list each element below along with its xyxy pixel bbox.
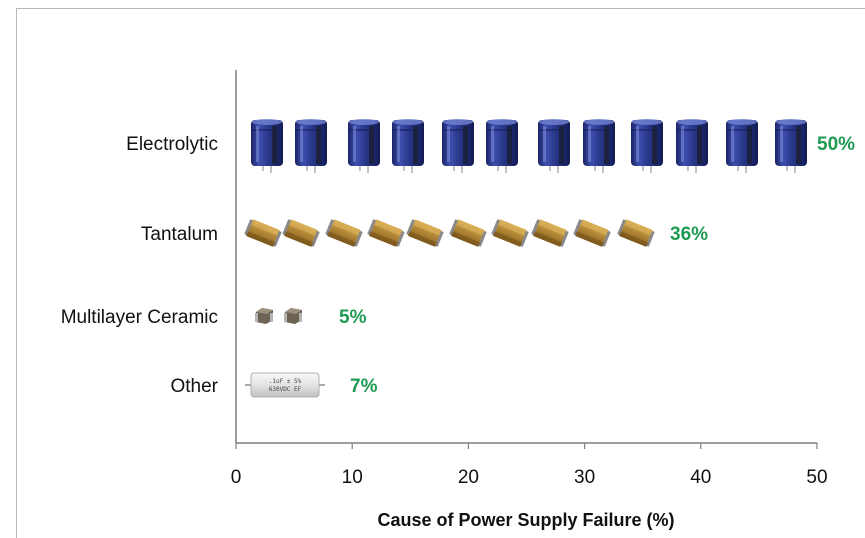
electrolytic-capacitor-icon	[486, 119, 518, 173]
axes-group	[235, 70, 818, 449]
frame-border-top	[16, 8, 865, 9]
x-tick-label: 0	[231, 467, 242, 488]
x-tick-label: 10	[342, 467, 363, 488]
tantalum-capacitor-icon	[531, 219, 569, 247]
value-label: 5%	[339, 307, 367, 328]
electrolytic-capacitor-icon	[538, 119, 570, 173]
tantalum-capacitor-icon	[491, 219, 529, 247]
electrolytic-capacitor-icon	[726, 119, 758, 173]
tantalum-capacitor-icon	[325, 219, 363, 247]
electrolytic-capacitor-icon	[348, 119, 380, 173]
ceramic-capacitor-icon	[284, 308, 302, 324]
x-tick-label: 20	[458, 467, 479, 488]
tantalum-capacitor-icon	[617, 219, 655, 247]
x-tick-label: 40	[690, 467, 711, 488]
ceramic-capacitor-icon	[255, 308, 273, 324]
electrolytic-capacitor-icon	[392, 119, 424, 173]
tantalum-capacitor-icon	[406, 219, 444, 247]
category-label: Electrolytic	[126, 134, 218, 155]
x-axis-title: Cause of Power Supply Failure (%)	[377, 510, 674, 530]
tantalum-capacitor-icon	[282, 219, 320, 247]
chart-labels: 0 10 20 30 40 50 Cause of Power Supply Failure…	[61, 134, 855, 530]
film-capacitor-print: .1uF ± 5%	[269, 378, 302, 385]
tantalum-capacitor-icon	[367, 219, 405, 247]
tantalum-capacitor-icon	[244, 219, 282, 247]
frame-border-left	[16, 8, 17, 538]
film-capacitor-print: 630VDC EF	[269, 386, 302, 393]
x-tick-label: 30	[574, 467, 595, 488]
electrolytic-capacitor-icon	[583, 119, 615, 173]
category-label: Other	[170, 376, 218, 397]
electrolytic-capacitor-icon	[631, 119, 663, 173]
value-label: 36%	[670, 224, 708, 245]
value-label: 7%	[350, 376, 378, 397]
electrolytic-capacitor-icon	[676, 119, 708, 173]
film-capacitor-icon: .1uF ± 5%630VDC EF	[245, 372, 325, 398]
category-label: Multilayer Ceramic	[61, 307, 218, 328]
value-label: 50%	[817, 134, 855, 155]
pictograph-icons: .1uF ± 5%630VDC EF	[244, 119, 807, 398]
electrolytic-capacitor-icon	[251, 119, 283, 173]
category-label: Tantalum	[141, 224, 218, 245]
x-tick-label: 50	[806, 467, 827, 488]
electrolytic-capacitor-icon	[295, 119, 327, 173]
electrolytic-capacitor-icon	[775, 119, 807, 173]
electrolytic-capacitor-icon	[442, 119, 474, 173]
tantalum-capacitor-icon	[573, 219, 611, 247]
tantalum-capacitor-icon	[449, 219, 487, 247]
